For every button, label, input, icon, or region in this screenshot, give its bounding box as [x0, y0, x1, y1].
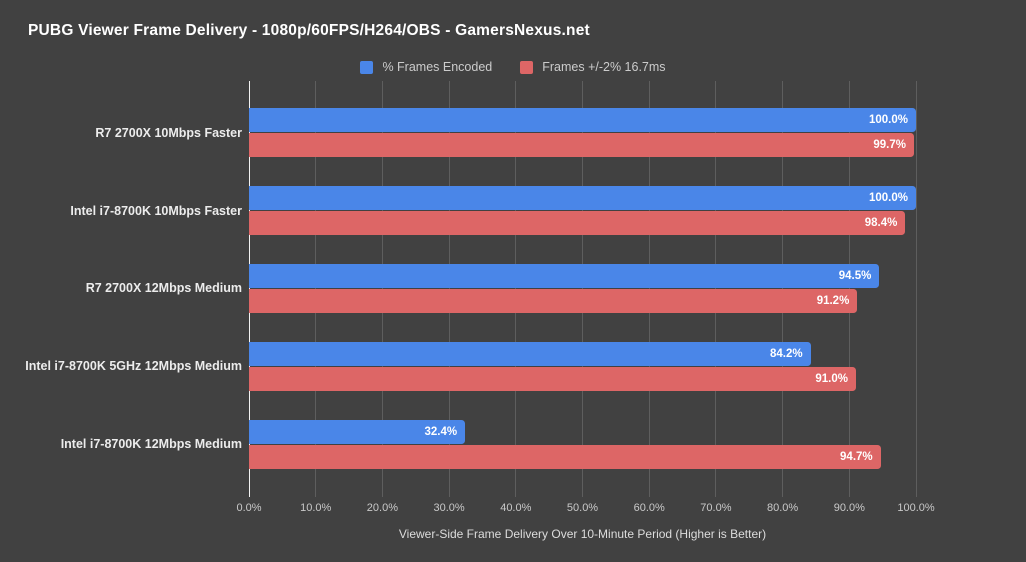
bar-group: 100.0% 99.7% — [249, 94, 916, 172]
bar-value-label: 100.0% — [868, 192, 908, 205]
bar-group: 32.4% 94.7% — [249, 405, 916, 483]
bar-group: 100.0% 98.4% — [249, 172, 916, 250]
x-tick-label: 30.0% — [433, 502, 465, 514]
bar-value-label: 91.0% — [815, 372, 848, 385]
bar-frames-encoded: 100.0% — [249, 108, 916, 133]
bar-frames-encoded: 84.2% — [249, 341, 811, 366]
bar-frames-encoded: 94.5% — [249, 263, 880, 288]
legend-swatch-red-icon — [520, 60, 534, 74]
bar-frames-2-16-7ms: 91.0% — [249, 366, 856, 391]
bar-frames-2-16-7ms: 91.2% — [249, 288, 858, 313]
bar-group: 84.2% 91.0% — [249, 327, 916, 405]
x-tick-label: 10.0% — [300, 502, 332, 514]
category-label: Intel i7-8700K 5GHz 12Mbps Medium — [25, 359, 242, 374]
legend-item-frames-167ms: Frames +/-2% 16.7ms — [520, 60, 666, 74]
x-tick-label: 100.0% — [897, 502, 935, 514]
legend-swatch-blue-icon — [360, 60, 374, 74]
category-label: R7 2700X 10Mbps Faster — [95, 125, 242, 140]
x-tick-label: 70.0% — [700, 502, 732, 514]
bar-value-label: 91.2% — [816, 294, 850, 307]
bar-frames-2-16-7ms: 94.7% — [249, 444, 881, 469]
gridline — [915, 81, 917, 497]
x-axis-ticks: 0.0% 10.0% 20.0% 30.0% 40.0% 50.0% 60.0% 70.0% 8… — [236, 502, 934, 518]
bar-frames-2-16-7ms: 98.4% — [249, 211, 906, 236]
bar-frames-encoded: 100.0% — [249, 186, 916, 211]
x-tick-label: 20.0% — [366, 502, 398, 514]
category-label: Intel i7-8700K 10Mbps Faster — [70, 203, 242, 218]
bar-value-label: 100.0% — [868, 114, 908, 127]
x-tick-label: 90.0% — [833, 502, 865, 514]
bar-value-label: 98.4% — [864, 217, 898, 230]
x-tick-label: 40.0% — [500, 502, 532, 514]
category-axis: R7 2700X 10Mbps Faster Intel i7-8700K 10M… — [0, 94, 242, 483]
bar-rows: 100.0% 99.7% 100.0% 98.4% 94.5% 91.2% 84.2% 91.… — [249, 94, 916, 483]
category-label: R7 2700X 12Mbps Medium — [85, 281, 242, 296]
bar-value-label: 94.5% — [838, 269, 872, 282]
bar-frames-2-16-7ms: 99.7% — [249, 133, 914, 158]
category-label: Intel i7-8700K 12Mbps Medium — [60, 437, 242, 452]
bar-value-label: 84.2% — [770, 347, 803, 360]
bar-value-label: 32.4% — [424, 425, 458, 438]
legend: % Frames Encoded Frames +/-2% 16.7ms — [0, 60, 1026, 74]
x-tick-label: 80.0% — [766, 502, 799, 514]
x-tick-label: 60.0% — [633, 502, 665, 514]
bar-value-label: 94.7% — [840, 450, 873, 463]
plot-area: 100.0% 99.7% 100.0% 98.4% 94.5% 91.2% 84.2% 91.… — [248, 81, 917, 497]
x-tick-label: 50.0% — [566, 502, 599, 514]
legend-label-frames-encoded: % Frames Encoded — [382, 60, 493, 74]
x-tick-label: 0.0% — [236, 502, 262, 514]
x-axis-title: Viewer-Side Frame Delivery Over 10-Minut… — [398, 527, 767, 541]
bar-group: 94.5% 91.2% — [249, 250, 916, 328]
bar-frames-encoded: 32.4% — [249, 419, 466, 444]
bar-value-label: 99.7% — [873, 139, 906, 152]
legend-label-frames-167ms: Frames +/-2% 16.7ms — [542, 60, 666, 74]
chart-title: PUBG Viewer Frame Delivery - 1080p/60FPS… — [28, 22, 590, 39]
legend-item-frames-encoded: % Frames Encoded — [360, 60, 492, 74]
